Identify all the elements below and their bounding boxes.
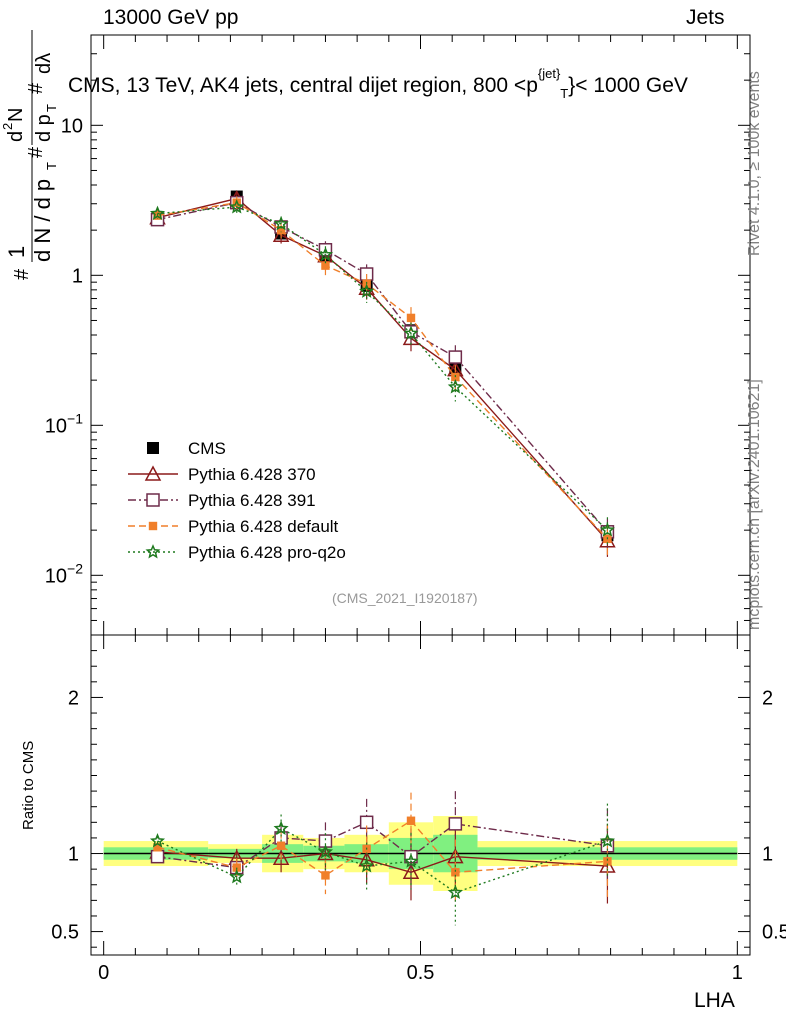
ratio-point-2-5 xyxy=(406,816,416,825)
ratio-ytick-label-right: 2 xyxy=(762,687,773,709)
ratio-point-3-2 xyxy=(273,820,289,835)
data-point-4-3 xyxy=(317,246,334,262)
ylabel-hash-1: # xyxy=(11,268,33,280)
main-ytick-label: 1 xyxy=(72,265,83,287)
legend-label-4: Pythia 6.428 pro-q2o xyxy=(188,543,346,562)
series-line-4 xyxy=(157,206,608,531)
ylabel-denominator-1: d N / d p xyxy=(30,179,55,262)
ratio-ytick-label-right: 1 xyxy=(762,844,773,866)
data-point-4-6 xyxy=(447,379,463,394)
data-point-3-2 xyxy=(276,225,286,235)
ratio-line-1 xyxy=(157,821,608,869)
x-tick-label: 1 xyxy=(732,962,743,984)
ylabel-d: d xyxy=(5,131,27,142)
ylabel-sub-t-1: T xyxy=(44,162,59,170)
main-ytick-label: 10−2 xyxy=(45,560,83,587)
beam-label: 13000 GeV pp xyxy=(103,6,239,29)
x-tick-label: 0.5 xyxy=(407,962,435,984)
legend-marker-3 xyxy=(148,521,158,531)
ratio-point-2-0 xyxy=(153,843,162,852)
main-ytick-label: 10−1 xyxy=(45,410,83,437)
data-point-4-7 xyxy=(599,522,615,537)
analysis-id-label: (CMS_2021_I1920187) xyxy=(332,590,478,606)
ratio-point-3-4 xyxy=(359,858,375,873)
ratio-point-2-7 xyxy=(603,857,612,866)
ratio-line-3 xyxy=(157,827,608,894)
data-point-1-2 xyxy=(272,226,290,242)
ratio-point-2-2 xyxy=(276,841,286,850)
series-line-1 xyxy=(157,197,608,542)
ratio-point-3-6 xyxy=(447,884,463,899)
ylabel-N: N xyxy=(5,108,27,122)
data-point-2-6 xyxy=(448,350,463,364)
ratio-point-3-5 xyxy=(403,853,419,868)
ylabel-sub-t-2: T xyxy=(44,104,59,112)
legend-label-3: Pythia 6.428 default xyxy=(188,517,339,536)
ratio-point-3-7 xyxy=(599,833,615,848)
ratio-ytick-label-left: 2 xyxy=(68,687,79,709)
data-point-4-4 xyxy=(359,283,375,298)
ylabel-hash-2: # xyxy=(25,146,47,158)
ratio-point-3-3 xyxy=(317,844,334,859)
legend-marker-2 xyxy=(146,493,160,507)
x-tick-label: 0 xyxy=(98,962,109,984)
ratio-point-2-3 xyxy=(321,871,330,880)
ylabel-sup-2: 2 xyxy=(0,123,15,130)
x-axis-title: LHA xyxy=(694,989,735,1012)
rivet-version-label: Rivet 4.1.0, ≥ 100k events xyxy=(746,71,763,256)
legend-label-2: Pythia 6.428 391 xyxy=(188,491,316,510)
data-point-3-5 xyxy=(406,313,416,323)
ratio-frame xyxy=(90,634,751,956)
ylabel-hash-3: # xyxy=(25,82,47,94)
ratio-point-0-2 xyxy=(272,849,290,865)
ratio-y-axis-title: Ratio to CMS xyxy=(20,740,37,830)
main-y-axis-title: #1 d N / d p T # d2N d p T # dλ xyxy=(0,30,59,280)
data-point-4-1 xyxy=(229,199,245,214)
ratio-point-2-6 xyxy=(451,868,460,877)
ratio-ytick-label-left: 1 xyxy=(68,844,79,866)
ratio-line-2 xyxy=(157,819,608,877)
series-line-3 xyxy=(157,201,608,540)
ratio-line-0 xyxy=(157,851,608,874)
ratio-ytick-label-left: 0.5 xyxy=(51,922,79,944)
ratio-point-3-1 xyxy=(229,869,245,884)
data-point-4-0 xyxy=(149,205,166,220)
ratio-point-1-6 xyxy=(448,817,463,831)
ratio-point-3-0 xyxy=(149,833,166,848)
legend-marker-1 xyxy=(144,465,162,481)
data-point-4-5 xyxy=(403,325,419,340)
legend-marker-0 xyxy=(147,442,159,454)
data-point-3-3 xyxy=(321,261,330,270)
legend-label-1: Pythia 6.428 370 xyxy=(188,465,316,484)
legend-label-0: CMS xyxy=(188,439,226,458)
ylabel-dp: d p xyxy=(33,114,55,142)
mcplots-label: mcplots.cern.ch [arXiv:2401.10621] xyxy=(746,379,763,630)
chart-title: CMS, 13 TeV, AK4 jets, central dijet reg… xyxy=(68,66,688,101)
ratio-ytick-label-right: 0.5 xyxy=(762,922,786,944)
ylabel-one: 1 xyxy=(4,246,29,258)
category-label: Jets xyxy=(686,6,725,29)
data-point-4-2 xyxy=(273,215,289,231)
legend-marker-4 xyxy=(145,544,161,559)
main-ytick-label: 10 xyxy=(61,115,83,137)
ratio-point-1-0 xyxy=(150,849,165,864)
ylabel-dlambda: dλ xyxy=(33,53,55,74)
